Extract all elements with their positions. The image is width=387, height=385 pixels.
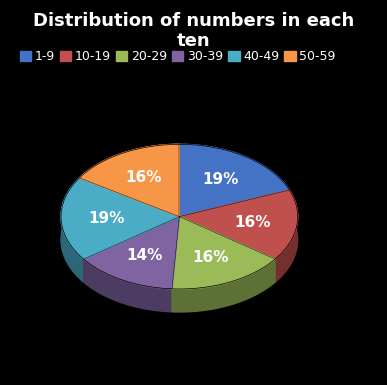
Polygon shape xyxy=(61,178,179,259)
Polygon shape xyxy=(172,217,275,289)
Text: 14%: 14% xyxy=(126,248,162,263)
Text: 19%: 19% xyxy=(202,172,239,187)
Text: 19%: 19% xyxy=(88,211,124,226)
Polygon shape xyxy=(84,217,179,289)
Text: 16%: 16% xyxy=(192,250,229,265)
Polygon shape xyxy=(79,144,179,217)
Ellipse shape xyxy=(61,167,298,312)
Polygon shape xyxy=(179,190,298,259)
Text: 16%: 16% xyxy=(234,215,271,230)
Text: Distribution of numbers in each
ten: Distribution of numbers in each ten xyxy=(33,12,354,50)
Text: 16%: 16% xyxy=(126,170,162,185)
Polygon shape xyxy=(179,144,289,217)
Polygon shape xyxy=(84,259,172,312)
Legend: 1-9, 10-19, 20-29, 30-39, 40-49, 50-59: 1-9, 10-19, 20-29, 30-39, 40-49, 50-59 xyxy=(15,45,341,69)
Polygon shape xyxy=(275,190,298,282)
Polygon shape xyxy=(79,144,179,201)
Polygon shape xyxy=(172,259,275,312)
Polygon shape xyxy=(179,144,289,213)
Polygon shape xyxy=(61,178,84,282)
